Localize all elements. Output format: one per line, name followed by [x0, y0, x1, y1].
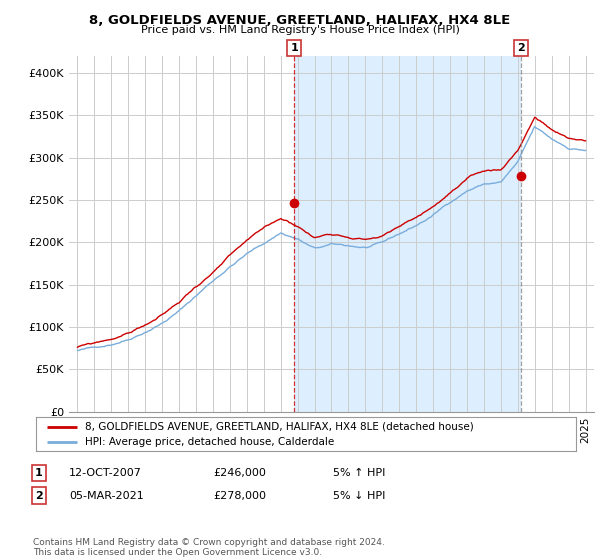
Bar: [294, 56, 521, 412]
Text: Price paid vs. HM Land Registry's House Price Index (HPI): Price paid vs. HM Land Registry's House …: [140, 25, 460, 35]
Text: £278,000: £278,000: [213, 491, 266, 501]
Text: 8, GOLDFIELDS AVENUE, GREETLAND, HALIFAX, HX4 8LE: 8, GOLDFIELDS AVENUE, GREETLAND, HALIFAX…: [89, 14, 511, 27]
Text: Contains HM Land Registry data © Crown copyright and database right 2024.
This d: Contains HM Land Registry data © Crown c…: [33, 538, 385, 557]
Text: 12-OCT-2007: 12-OCT-2007: [69, 468, 142, 478]
Text: 1: 1: [35, 468, 43, 478]
Text: £246,000: £246,000: [213, 468, 266, 478]
Text: 2: 2: [517, 43, 524, 53]
Text: HPI: Average price, detached house, Calderdale: HPI: Average price, detached house, Cald…: [85, 437, 334, 447]
Text: 5% ↓ HPI: 5% ↓ HPI: [333, 491, 385, 501]
Text: 1: 1: [290, 43, 298, 53]
Text: 05-MAR-2021: 05-MAR-2021: [69, 491, 144, 501]
Text: 5% ↑ HPI: 5% ↑ HPI: [333, 468, 385, 478]
Text: 2: 2: [35, 491, 43, 501]
Text: 8, GOLDFIELDS AVENUE, GREETLAND, HALIFAX, HX4 8LE (detached house): 8, GOLDFIELDS AVENUE, GREETLAND, HALIFAX…: [85, 422, 473, 432]
